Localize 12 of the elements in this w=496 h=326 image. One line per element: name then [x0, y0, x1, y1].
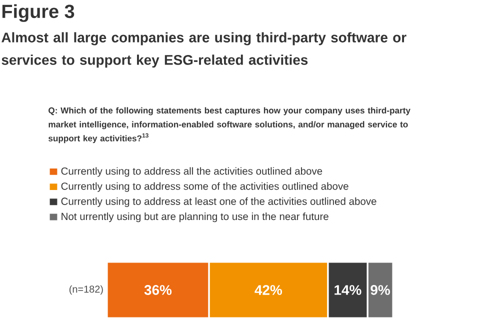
legend-label: Currently using to address some of the activities outlined above [61, 182, 348, 192]
legend-label: Currently using to address all the activities outlined above [61, 167, 322, 177]
chart-title: Figure 3 [2, 4, 74, 22]
y-tick-label: (n=182) [69, 285, 103, 295]
data-label: 9% [370, 285, 390, 295]
legend-label: Not urrently using but are planning to use in the near future [62, 212, 328, 222]
data-label: 36% [144, 285, 172, 295]
text: Q: Which of the following statements best captures how your company uses third-party market intelligence, information-enabled software solutions, and/or managed service to support key activities?$^{13}$ [48, 107, 410, 144]
legend-label: Currently using to address at least one of the activities outlined above [61, 197, 376, 207]
data-label: 14% [334, 285, 362, 295]
chart-subtitle: Almost all large companies are using third-party software or services to support key ESG-related activities [2, 32, 406, 68]
data-label: 42% [254, 285, 282, 295]
